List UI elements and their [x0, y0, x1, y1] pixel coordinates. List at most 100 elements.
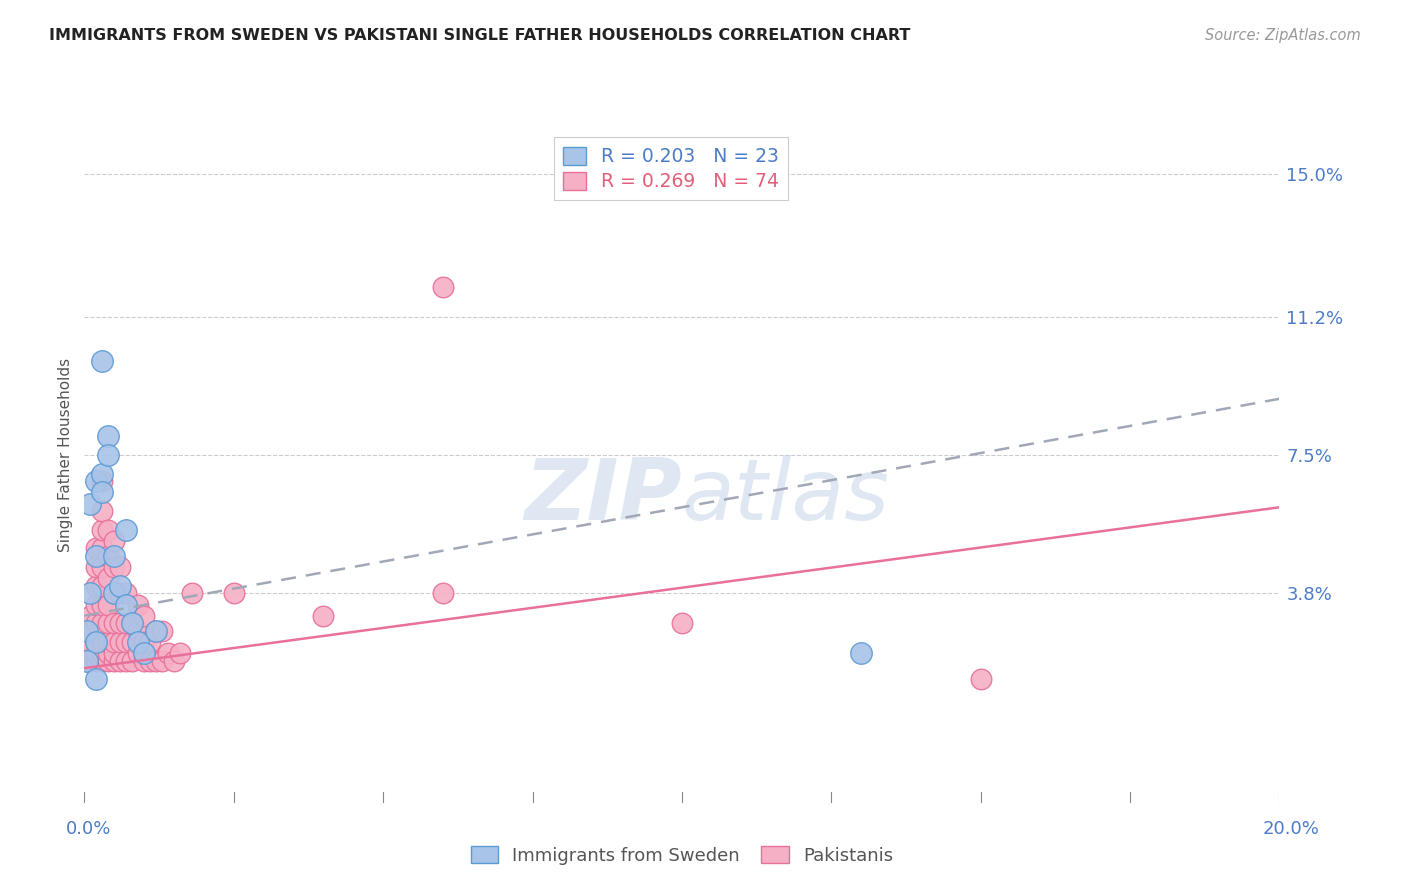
Point — [86, 598, 108, 612]
Point — [97, 654, 120, 668]
Point — [103, 549, 125, 563]
Point — [97, 571, 120, 585]
Point — [97, 523, 120, 537]
Point — [132, 635, 156, 649]
Point — [79, 586, 101, 600]
Point — [86, 560, 108, 574]
Point — [91, 616, 114, 631]
Point — [86, 616, 108, 631]
Point — [157, 646, 180, 660]
Point — [139, 635, 162, 649]
Point — [79, 646, 101, 660]
Point — [222, 586, 245, 600]
Point — [91, 474, 114, 488]
Point — [163, 654, 186, 668]
Point — [127, 646, 149, 660]
Point — [91, 560, 114, 574]
Point — [103, 616, 125, 631]
Text: ZIP: ZIP — [524, 455, 682, 538]
Point — [86, 579, 108, 593]
Point — [103, 635, 125, 649]
Point — [132, 608, 156, 623]
Point — [115, 523, 138, 537]
Text: atlas: atlas — [682, 455, 890, 538]
Point — [115, 586, 138, 600]
Point — [127, 635, 149, 649]
Point — [86, 654, 108, 668]
Y-axis label: Single Father Households: Single Father Households — [58, 358, 73, 552]
Point — [86, 541, 108, 556]
Point — [97, 635, 120, 649]
Point — [115, 598, 138, 612]
Point — [76, 624, 98, 638]
Text: Source: ZipAtlas.com: Source: ZipAtlas.com — [1205, 29, 1361, 43]
Point — [86, 635, 108, 649]
Point — [79, 608, 101, 623]
Point — [110, 586, 132, 600]
Point — [145, 624, 167, 638]
Point — [86, 646, 108, 660]
Point — [79, 624, 101, 638]
Point — [121, 616, 143, 631]
Point — [121, 635, 143, 649]
Point — [79, 497, 101, 511]
Point — [110, 579, 132, 593]
Point — [103, 646, 125, 660]
Point — [139, 654, 162, 668]
Point — [86, 635, 108, 649]
Point — [169, 646, 191, 660]
Point — [91, 485, 114, 500]
Point — [103, 533, 125, 548]
Point — [121, 654, 143, 668]
Point — [86, 673, 108, 687]
Point — [91, 467, 114, 481]
Point — [150, 654, 173, 668]
Point — [76, 654, 98, 668]
Point — [145, 624, 167, 638]
Point — [91, 598, 114, 612]
Point — [91, 541, 114, 556]
Point — [145, 654, 167, 668]
Point — [103, 560, 125, 574]
Legend: Immigrants from Sweden, Pakistanis: Immigrants from Sweden, Pakistanis — [461, 837, 903, 874]
Point — [91, 635, 114, 649]
Point — [79, 654, 101, 668]
Point — [79, 635, 101, 649]
Point — [671, 616, 693, 631]
Point — [180, 586, 204, 600]
Point — [86, 474, 108, 488]
Point — [97, 646, 120, 660]
Point — [97, 448, 120, 462]
Point — [432, 279, 454, 293]
Point — [97, 616, 120, 631]
Point — [97, 549, 120, 563]
Point — [115, 654, 138, 668]
Point — [103, 654, 125, 668]
Text: IMMIGRANTS FROM SWEDEN VS PAKISTANI SINGLE FATHER HOUSEHOLDS CORRELATION CHART: IMMIGRANTS FROM SWEDEN VS PAKISTANI SING… — [49, 29, 911, 43]
Point — [115, 635, 138, 649]
Point — [86, 549, 108, 563]
Point — [76, 654, 98, 668]
Point — [132, 646, 156, 660]
Point — [103, 586, 125, 600]
Point — [150, 624, 173, 638]
Text: 0.0%: 0.0% — [66, 820, 111, 838]
Point — [103, 586, 125, 600]
Point — [110, 560, 132, 574]
Point — [110, 654, 132, 668]
Point — [970, 673, 993, 687]
Point — [432, 586, 454, 600]
Point — [312, 608, 335, 623]
Point — [91, 523, 114, 537]
Point — [132, 654, 156, 668]
Point — [91, 354, 114, 368]
Point — [97, 598, 120, 612]
Point — [127, 624, 149, 638]
Point — [91, 654, 114, 668]
Point — [91, 504, 114, 518]
Text: 20.0%: 20.0% — [1263, 820, 1319, 838]
Point — [110, 616, 132, 631]
Point — [91, 579, 114, 593]
Point — [849, 646, 872, 660]
Point — [127, 598, 149, 612]
